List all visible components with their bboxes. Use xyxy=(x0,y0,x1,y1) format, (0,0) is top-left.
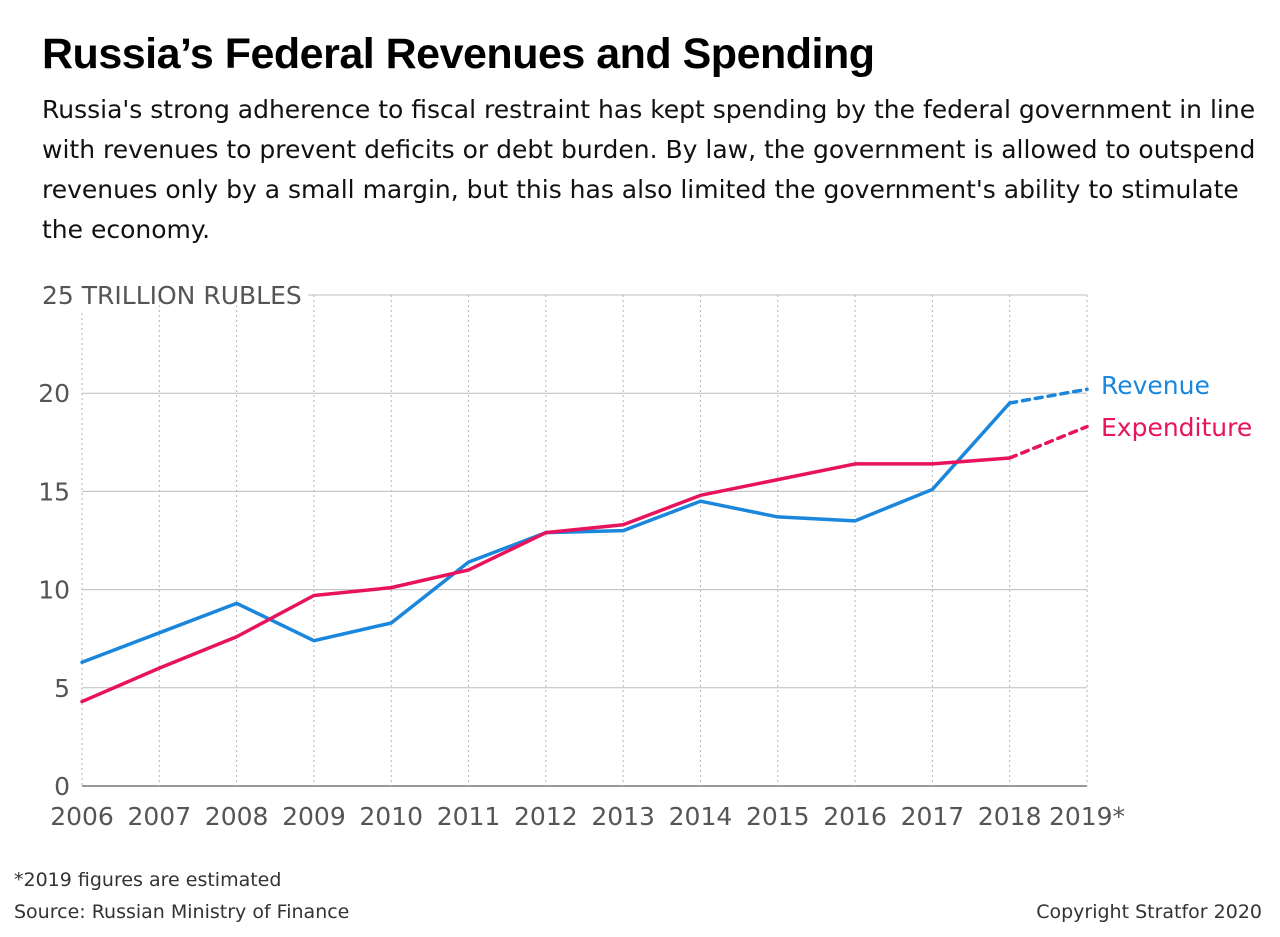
y-tick-label: 15 xyxy=(38,477,70,506)
vertical-gridlines xyxy=(81,295,1088,786)
footnote: *2019 figures are estimated xyxy=(14,869,282,891)
x-tick-label: 2012 xyxy=(514,802,578,831)
x-tick-label: 2009 xyxy=(282,802,346,831)
x-tick-label: 2017 xyxy=(901,802,965,831)
y-tick-label: 10 xyxy=(38,576,70,605)
x-tick-label: 2011 xyxy=(437,802,501,831)
x-tick-label: 2013 xyxy=(591,802,655,831)
source-note: Source: Russian Ministry of Finance xyxy=(14,901,350,923)
y-tick-label: 0 xyxy=(54,772,70,801)
x-tick-label: 2018 xyxy=(978,802,1042,831)
chart-subtitle: Russia's strong adherence to fiscal rest… xyxy=(42,95,1256,244)
y-axis-labels: 0 5 10 15 20 25 TRILLION RUBLES xyxy=(38,281,302,801)
x-tick-label: 2008 xyxy=(205,802,269,831)
chart-title: Russia’s Federal Revenues and Spending xyxy=(42,30,875,78)
x-tick-label: 2006 xyxy=(50,802,114,831)
legend-label-expenditure: Expenditure xyxy=(1101,413,1252,442)
series-line-expenditure-estimate xyxy=(1007,424,1089,460)
copyright-note: Copyright Stratfor 2020 xyxy=(1036,901,1262,923)
y-tick-label: 20 xyxy=(38,379,70,408)
legend: Revenue Expenditure xyxy=(1101,371,1252,442)
x-tick-label: 2014 xyxy=(669,802,733,831)
y-tick-label: 25 TRILLION RUBLES xyxy=(42,281,302,310)
x-tick-label: 2015 xyxy=(746,802,810,831)
x-tick-label: 2019* xyxy=(1049,802,1125,831)
series-lines xyxy=(80,387,1089,704)
y-tick-label: 5 xyxy=(54,674,70,703)
horizontal-gridlines xyxy=(82,294,1087,787)
series-line-revenue-estimate xyxy=(1007,387,1089,405)
x-tick-label: 2010 xyxy=(359,802,423,831)
x-axis-labels: 2006 2007 2008 2009 2010 2011 2012 2013 2014 2015… xyxy=(50,802,1125,831)
legend-label-revenue: Revenue xyxy=(1101,371,1210,400)
x-tick-label: 2007 xyxy=(127,802,191,831)
x-tick-label: 2016 xyxy=(823,802,887,831)
